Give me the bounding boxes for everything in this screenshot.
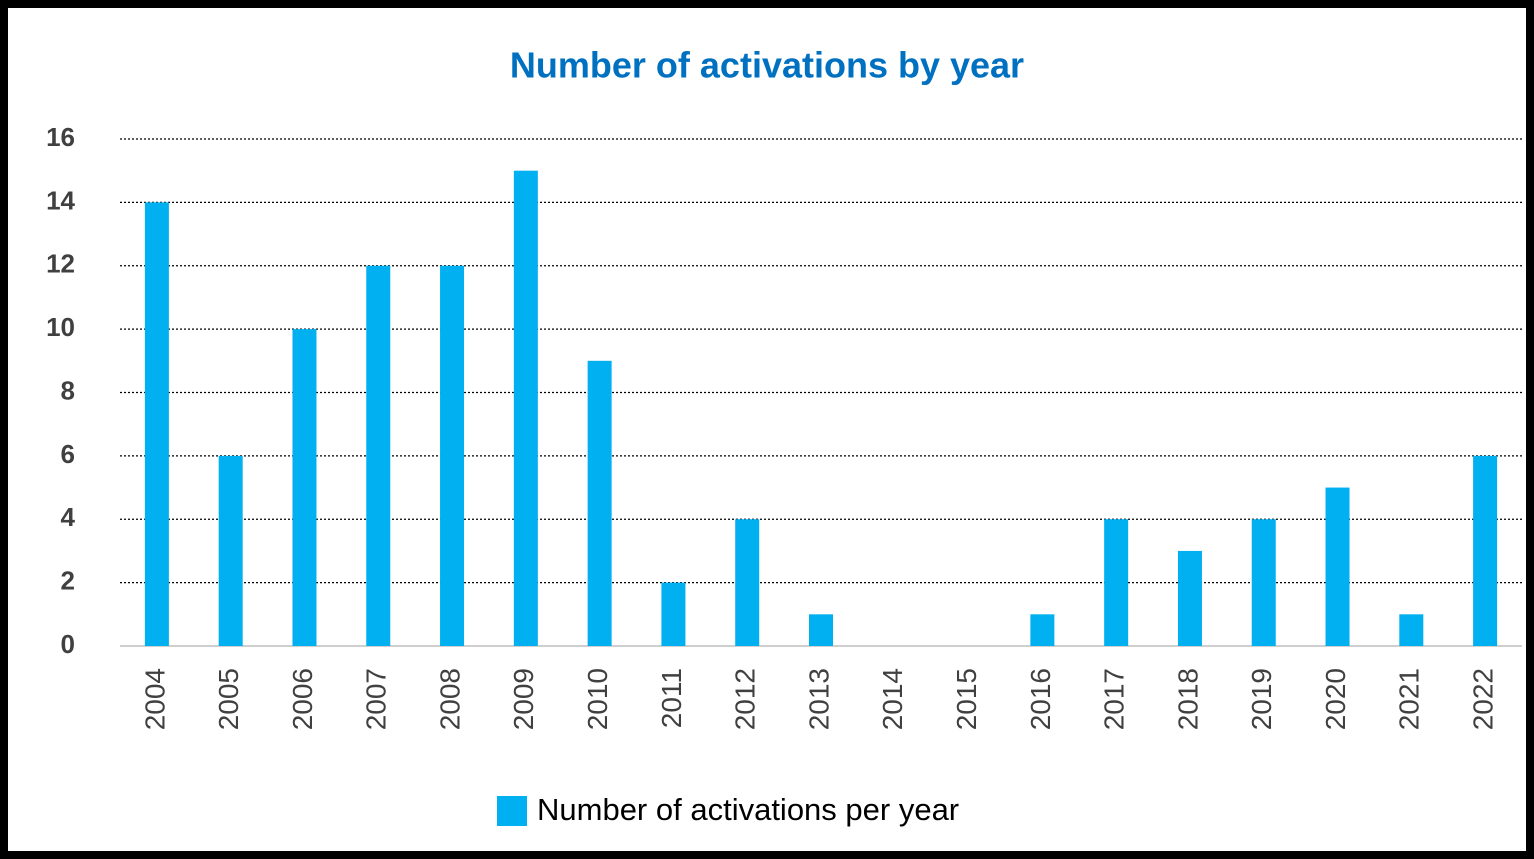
bar (661, 582, 686, 646)
y-tick-label: 16 (46, 122, 75, 152)
x-tick-label: 2009 (508, 668, 539, 730)
bar (513, 170, 538, 646)
bar (1251, 519, 1276, 646)
chart-title: Number of activations by year (510, 45, 1024, 86)
legend-swatch (497, 796, 527, 826)
x-tick-label: 2005 (213, 668, 244, 730)
y-tick-label: 8 (61, 375, 75, 405)
bar (1030, 614, 1055, 646)
x-tick-label: 2020 (1320, 668, 1351, 730)
x-tick-label: 2006 (287, 668, 318, 730)
x-tick-label: 2021 (1394, 668, 1425, 730)
x-tick-label: 2016 (1025, 668, 1056, 730)
x-tick-label: 2019 (1246, 668, 1277, 730)
bar (218, 455, 243, 646)
x-tick-label: 2011 (656, 668, 687, 728)
y-tick-label: 4 (61, 502, 76, 532)
x-tick-label: 2018 (1172, 668, 1203, 730)
x-tick-label: 2017 (1099, 668, 1130, 730)
y-tick-label: 12 (46, 249, 75, 279)
bar (809, 614, 833, 646)
y-tick-label: 10 (46, 312, 75, 342)
bar (1325, 487, 1350, 646)
bar (440, 265, 465, 646)
x-tick-label: 2014 (877, 668, 908, 730)
legend-label: Number of activations per year (537, 792, 959, 827)
x-tick-label: 2010 (582, 668, 613, 730)
bar (1399, 614, 1424, 646)
x-tick-label: 2007 (361, 668, 392, 730)
y-tick-label: 14 (46, 185, 75, 215)
y-tick-label: 6 (61, 439, 75, 469)
bar (144, 202, 169, 646)
bar (1104, 519, 1129, 646)
bar (366, 265, 391, 646)
bar (292, 329, 317, 646)
x-tick-label: 2022 (1467, 668, 1498, 730)
x-tick-label: 2015 (951, 668, 982, 730)
y-tick-label: 0 (61, 629, 75, 659)
bar (587, 360, 612, 646)
bar (1177, 550, 1202, 646)
x-tick-label: 2004 (139, 668, 170, 730)
bar (735, 519, 760, 646)
y-tick-label: 2 (61, 566, 75, 596)
x-tick-label: 2013 (803, 668, 834, 730)
x-tick-label: 2012 (730, 668, 761, 730)
bar (1473, 455, 1498, 646)
x-tick-label: 2008 (434, 668, 465, 730)
